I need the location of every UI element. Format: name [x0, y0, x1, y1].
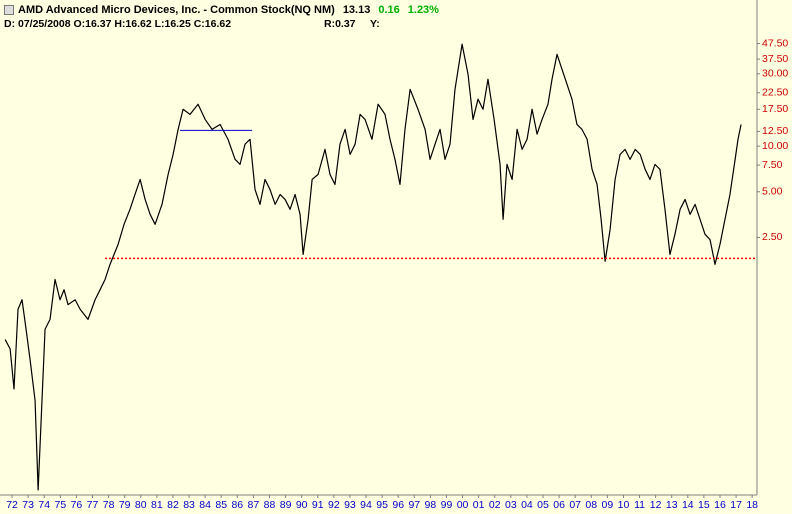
x-tick-label: 11: [634, 499, 645, 511]
x-tick-label: 05: [537, 499, 549, 511]
y-info: Y:: [370, 18, 380, 30]
x-tick-label: 94: [360, 499, 372, 511]
x-tick-label: 03: [505, 499, 517, 511]
x-tick-label: 08: [585, 499, 597, 511]
last-price: 13.13: [342, 4, 371, 16]
y-tick-label: 12.50: [762, 125, 788, 137]
x-tick-label: 85: [215, 499, 227, 511]
y-tick-label: 17.50: [762, 103, 788, 115]
x-tick-label: 90: [296, 499, 308, 511]
x-tick-label: 76: [71, 499, 83, 511]
y-tick-label: 7.50: [762, 159, 783, 171]
y-tick-label: 2.50: [762, 231, 783, 243]
r-info: R:0.37: [324, 18, 356, 30]
x-tick-label: 07: [569, 499, 581, 511]
x-tick-label: 99: [441, 499, 453, 511]
x-tick-label: 14: [682, 499, 694, 511]
x-tick-label: 87: [248, 499, 260, 511]
y-tick-label: 47.50: [762, 37, 788, 49]
x-tick-label: 93: [344, 499, 356, 511]
x-tick-label: 86: [231, 499, 243, 511]
x-tick-label: 77: [87, 499, 99, 511]
x-tick-label: 83: [183, 499, 195, 511]
x-tick-label: 81: [151, 499, 163, 511]
x-tick-label: 79: [119, 499, 131, 511]
x-tick-label: 96: [392, 499, 404, 511]
x-tick-label: 09: [602, 499, 614, 511]
window-icon: [4, 5, 14, 15]
x-tick-label: 84: [199, 499, 211, 511]
x-tick-label: 72: [6, 499, 18, 511]
x-tick-label: 73: [22, 499, 34, 511]
ohlc-info: D: 07/25/2008 O:16.37 H:16.62 L:16.25 C:…: [4, 18, 232, 30]
x-tick-label: 97: [408, 499, 420, 511]
x-tick-label: 06: [553, 499, 565, 511]
x-tick-label: 13: [666, 499, 678, 511]
y-tick-label: 5.00: [762, 186, 783, 198]
x-tick-label: 91: [312, 499, 324, 511]
x-tick-label: 95: [376, 499, 388, 511]
price-line: [4, 43, 742, 491]
x-tick-label: 75: [54, 499, 66, 511]
quote-header: AMD Advanced Micro Devices, Inc. - Commo…: [0, 0, 757, 31]
x-tick-label: 01: [473, 499, 485, 511]
y-tick-label: 22.50: [762, 87, 788, 99]
x-tick-label: 88: [264, 499, 276, 511]
x-tick-label: 89: [280, 499, 292, 511]
price-change-pct: 1.23%: [407, 4, 439, 16]
x-tick-label: 78: [103, 499, 115, 511]
x-tick-label: 18: [746, 499, 758, 511]
x-tick-label: 74: [38, 499, 50, 511]
x-tick-label: 15: [698, 499, 710, 511]
x-tick-label: 02: [489, 499, 501, 511]
x-tick-label: 80: [135, 499, 147, 511]
x-tick-label: 04: [521, 499, 533, 511]
x-tick-label: 00: [457, 499, 469, 511]
y-tick-label: 10.00: [762, 140, 788, 152]
chart-title: AMD Advanced Micro Devices, Inc. - Commo…: [18, 4, 335, 16]
title-row: AMD Advanced Micro Devices, Inc. - Commo…: [0, 3, 757, 17]
price-change: 0.16: [378, 4, 400, 16]
x-tick-label: 82: [167, 499, 179, 511]
x-tick-label: 10: [618, 499, 630, 511]
x-tick-label: 92: [328, 499, 340, 511]
x-tick-label: 17: [730, 499, 742, 511]
y-tick-label: 37.50: [762, 53, 788, 65]
info-row: D: 07/25/2008 O:16.37 H:16.62 L:16.25 C:…: [0, 17, 757, 31]
y-tick-label: 30.00: [762, 68, 788, 80]
x-tick-label: 16: [714, 499, 726, 511]
x-tick-label: 12: [650, 499, 662, 511]
x-tick-label: 98: [425, 499, 437, 511]
